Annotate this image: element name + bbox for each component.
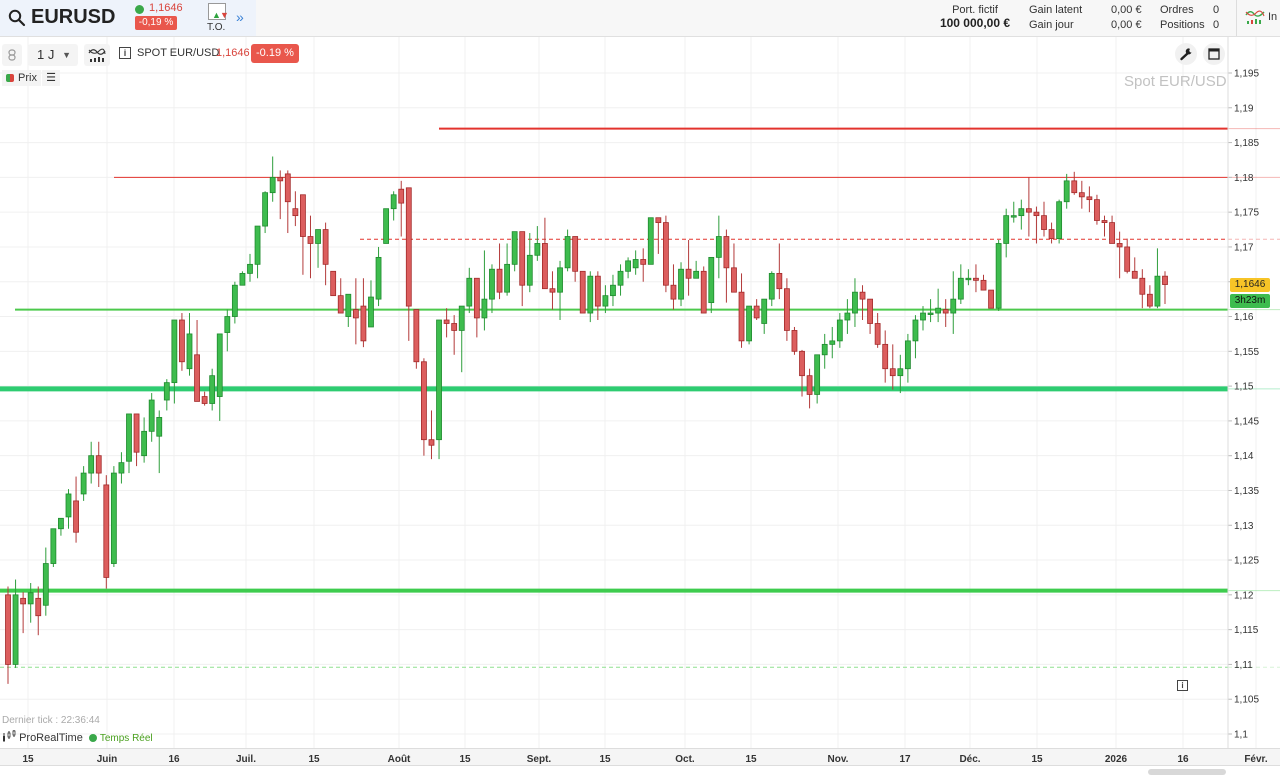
realtime-label: Temps Réel xyxy=(99,733,153,744)
period-selector[interactable]: 1 J ▼ xyxy=(28,44,78,66)
svg-text:1,125: 1,125 xyxy=(1234,556,1259,567)
indicators-icon xyxy=(1245,10,1265,24)
svg-text:17: 17 xyxy=(899,754,911,765)
portfolio-label: Port. fictif xyxy=(952,4,998,16)
market-open-icon xyxy=(135,5,144,14)
realtime-dot-icon xyxy=(88,734,97,742)
search-icon[interactable] xyxy=(8,9,26,27)
info-icon[interactable]: i xyxy=(119,47,131,59)
y-axis: 1,1951,191,1851,181,1751,171,1651,161,15… xyxy=(1228,69,1259,741)
instrument-change-badge: -0.19 % xyxy=(251,44,299,63)
provider-info: ProRealTime Temps Réel xyxy=(2,730,153,744)
indicators-label: In xyxy=(1268,11,1278,23)
svg-text:1,185: 1,185 xyxy=(1234,138,1259,149)
svg-text:15: 15 xyxy=(22,754,34,765)
positions-label: Positions xyxy=(1160,19,1205,31)
window-icon xyxy=(1208,48,1220,60)
svg-text:15: 15 xyxy=(1031,754,1043,765)
horizontal-levels xyxy=(0,127,1280,668)
expand-chevron-icon[interactable]: » xyxy=(236,9,244,25)
gain-jour-value: 0,00 € xyxy=(1111,19,1142,31)
link-button[interactable] xyxy=(2,44,22,66)
svg-text:1,195: 1,195 xyxy=(1234,69,1259,80)
svg-text:1,18: 1,18 xyxy=(1234,173,1254,184)
svg-text:1,135: 1,135 xyxy=(1234,486,1259,497)
candle-logo-icon xyxy=(3,730,16,742)
indicators-button[interactable]: In xyxy=(1236,0,1280,36)
change-badge: -0,19 % xyxy=(135,16,177,30)
svg-text:1,15: 1,15 xyxy=(1234,382,1254,393)
svg-text:1,13: 1,13 xyxy=(1234,521,1254,532)
portfolio-value: 100 000,00 € xyxy=(939,16,1011,30)
svg-text:1,12: 1,12 xyxy=(1234,590,1254,601)
provider-name: ProRealTime xyxy=(19,732,83,744)
candle-timer-tag: 3h23m xyxy=(1230,294,1270,308)
last-price-tag: 1,1646 xyxy=(1230,278,1270,292)
svg-text:Nov.: Nov. xyxy=(828,754,849,765)
symbol-title: EURUSD xyxy=(31,6,116,28)
last-price: 1,1646 xyxy=(149,2,183,14)
legend-prix-label: Prix xyxy=(18,72,37,84)
instrument-label: SPOT EUR/USD xyxy=(137,47,220,59)
svg-text:1,145: 1,145 xyxy=(1234,416,1259,427)
svg-text:1,17: 1,17 xyxy=(1234,242,1254,253)
positions-count: 0 xyxy=(1213,19,1220,31)
add-indicator-button[interactable] xyxy=(84,44,110,66)
gain-latent-value: 0,00 € xyxy=(1111,4,1142,16)
legend-prix[interactable]: Prix xyxy=(2,70,41,86)
svg-text:Août: Août xyxy=(388,754,411,765)
svg-text:1,14: 1,14 xyxy=(1234,451,1254,462)
horizontal-scrollbar[interactable] xyxy=(1148,769,1226,775)
svg-text:1,105: 1,105 xyxy=(1234,695,1259,706)
svg-text:Juin: Juin xyxy=(97,754,118,765)
wrench-icon xyxy=(1180,48,1192,61)
svg-text:Oct.: Oct. xyxy=(675,754,695,765)
svg-text:1,11: 1,11 xyxy=(1234,660,1253,671)
svg-text:1,1: 1,1 xyxy=(1234,730,1248,741)
maximize-button[interactable] xyxy=(1203,43,1225,65)
svg-text:15: 15 xyxy=(599,754,611,765)
svg-text:15: 15 xyxy=(308,754,320,765)
svg-text:1,16: 1,16 xyxy=(1234,312,1254,323)
settings-button[interactable] xyxy=(1175,43,1197,65)
last-tick-time: Dernier tick : 22:36:44 xyxy=(2,715,100,726)
svg-text:15: 15 xyxy=(459,754,471,765)
svg-text:Sept.: Sept. xyxy=(527,754,552,765)
portfolio-summary: Port. fictif 100 000,00 € xyxy=(930,4,1020,30)
period-value: 1 J xyxy=(37,47,55,62)
gain-jour-label: Gain jour xyxy=(1029,19,1074,31)
chart-watermark: Spot EUR/USD xyxy=(1124,73,1227,90)
svg-text:15: 15 xyxy=(745,754,757,765)
candlesticks xyxy=(5,156,1168,684)
legend-list-button[interactable]: ☰ xyxy=(42,70,60,86)
svg-text:16: 16 xyxy=(1177,754,1189,765)
svg-text:1,155: 1,155 xyxy=(1234,347,1259,358)
svg-text:16: 16 xyxy=(168,754,180,765)
orders-label: Ordres xyxy=(1160,4,1194,16)
gain-latent-label: Gain latent xyxy=(1029,4,1083,16)
chevron-down-icon: ▼ xyxy=(62,50,71,60)
svg-text:1,115: 1,115 xyxy=(1234,625,1259,636)
indicator-icon xyxy=(88,48,106,62)
svg-text:Févr.: Févr. xyxy=(1244,754,1268,765)
symbol-box[interactable]: EURUSD 1,1646 -0,19 % ▲ ▼ T.O. » xyxy=(0,0,256,36)
link-icon xyxy=(8,49,16,61)
top-bar: EURUSD 1,1646 -0,19 % ▲ ▼ T.O. » Port. fi… xyxy=(0,0,1280,37)
x-axis: 15 Juin 16 Juil. 15 Août 15 Sept. 15 Oct. 15 Nov. 17… xyxy=(0,748,1280,766)
svg-text:Déc.: Déc. xyxy=(959,754,980,765)
chart-grid xyxy=(0,37,1257,748)
svg-text:2026: 2026 xyxy=(1105,754,1128,765)
list-icon: ☰ xyxy=(46,72,56,84)
trading-orders-button[interactable]: ▲ ▼ T.O. xyxy=(206,3,229,33)
svg-text:1,19: 1,19 xyxy=(1234,103,1254,114)
price-chart[interactable]: 1,1951,191,1851,181,1751,171,1651,161,15… xyxy=(0,37,1280,775)
order-ticket-icon: ▲ ▼ xyxy=(208,3,229,20)
info-icon-bottom[interactable]: i xyxy=(1177,680,1188,691)
price-swatch-icon xyxy=(6,74,14,82)
svg-text:Juil.: Juil. xyxy=(236,754,256,765)
to-label: T.O. xyxy=(207,22,226,33)
orders-count: 0 xyxy=(1213,4,1220,16)
svg-text:1,175: 1,175 xyxy=(1234,208,1259,219)
instrument-price: 1,1646 xyxy=(216,47,250,59)
